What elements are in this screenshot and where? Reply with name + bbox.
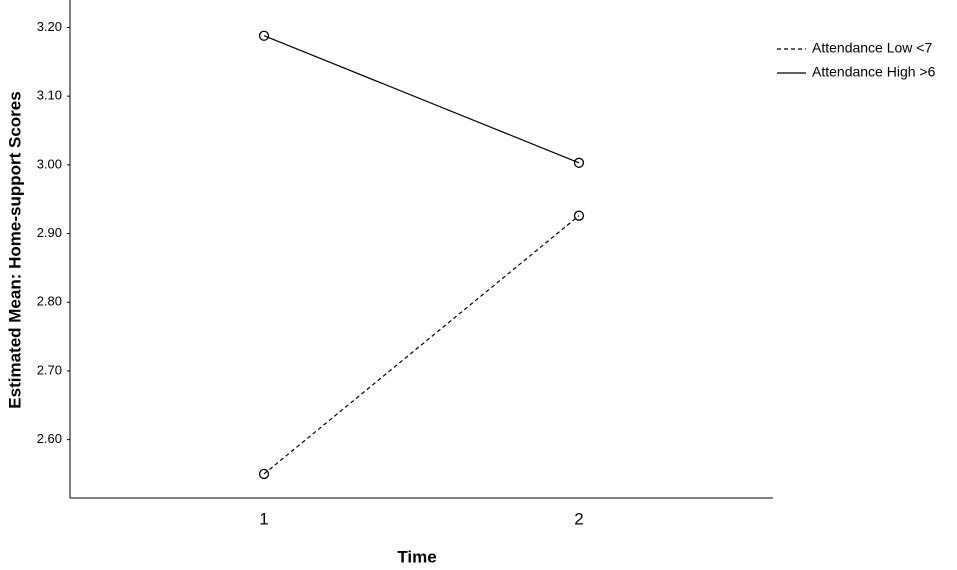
y-tick-label: 3.00 <box>37 156 62 171</box>
y-tick-label: 2.90 <box>37 225 62 240</box>
series-line <box>263 35 580 164</box>
y-tick-label: 2.80 <box>37 294 62 309</box>
y-tick-label: 2.60 <box>37 431 62 446</box>
legend-label: Attendance Low <7 <box>812 40 932 56</box>
point <box>258 468 270 480</box>
y-axis-label: Estimated Mean: Home-support Scores <box>5 91 24 408</box>
point <box>573 157 585 168</box>
series-line <box>263 215 580 475</box>
point <box>573 210 585 221</box>
x-axis-label: Time <box>397 547 436 566</box>
x-tick-label: 1 <box>259 509 268 528</box>
y-tick-label: 2.70 <box>37 362 62 377</box>
y-tick-label: 3.20 <box>37 19 62 34</box>
x-tick-label: 2 <box>574 509 583 528</box>
y-tick-label: 3.10 <box>37 88 62 103</box>
point <box>258 30 270 41</box>
legend-label: Attendance High >6 <box>812 64 936 80</box>
